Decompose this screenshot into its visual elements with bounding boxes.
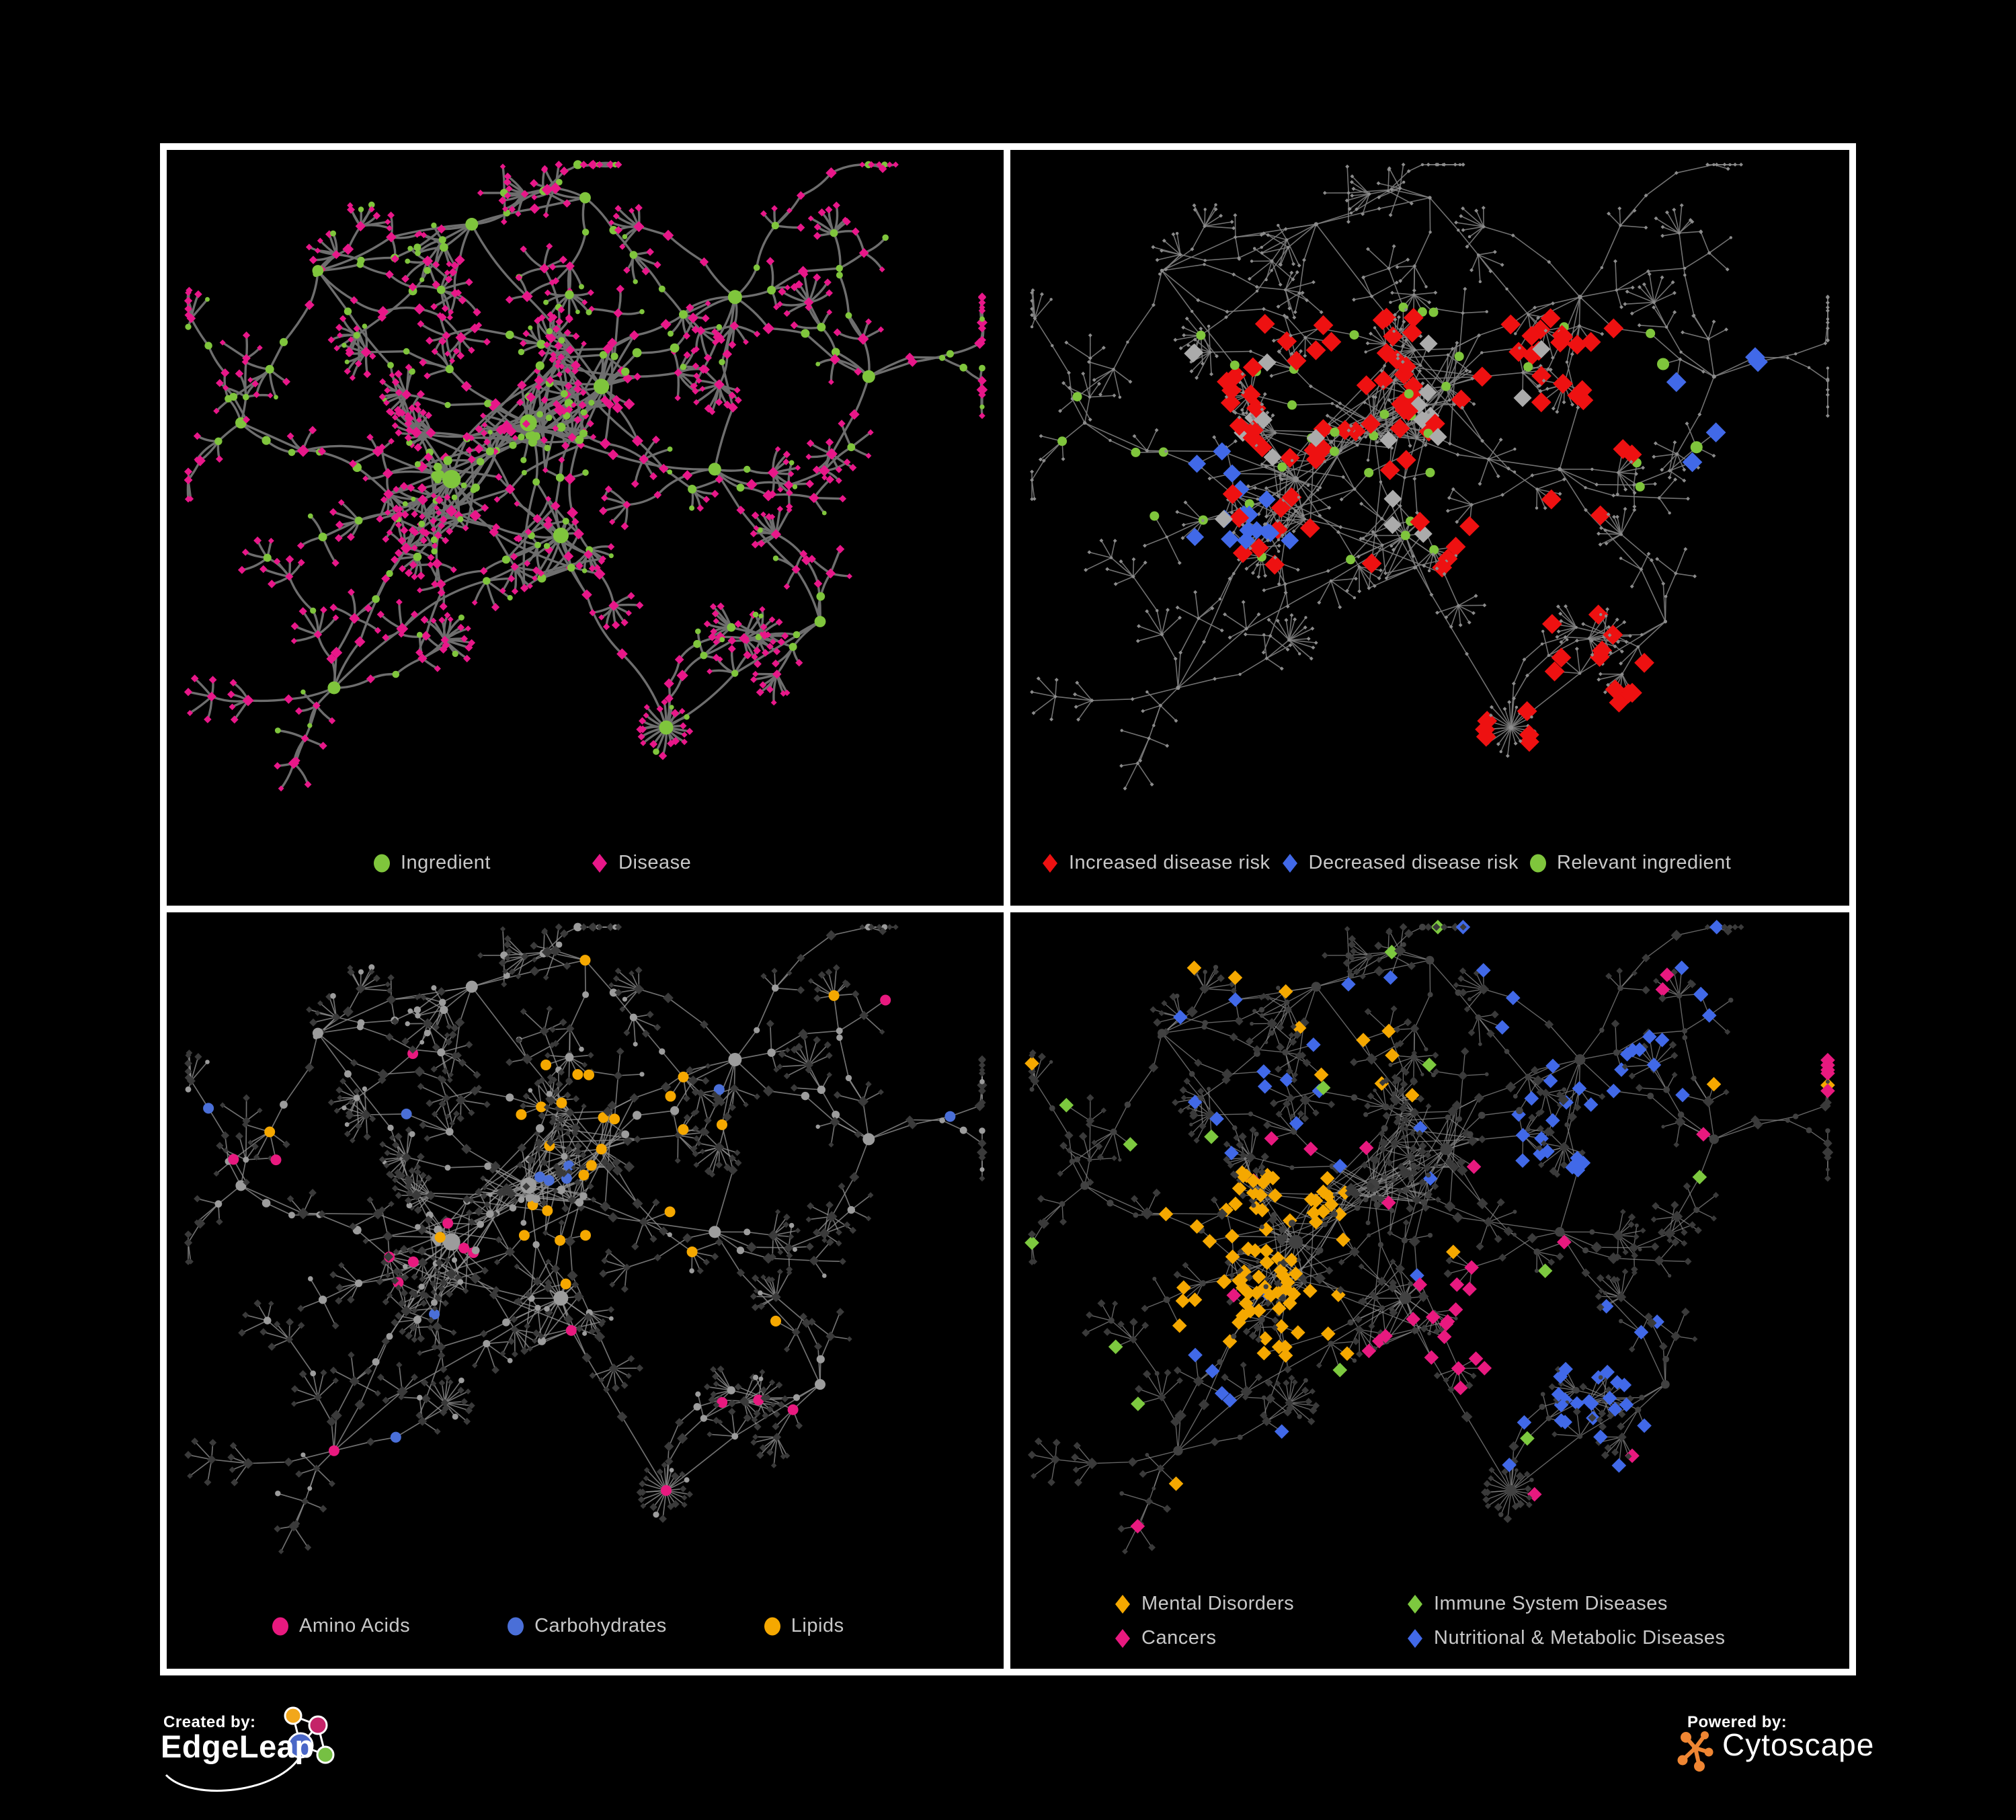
panel-disease-class-network: Mental Disorders Immune System Diseases … xyxy=(1004,906,1856,1675)
created-by-block: Created by: EdgeLeap xyxy=(151,1700,373,1807)
legend-item-label: Nutritional & Metabolic Diseases xyxy=(1434,1627,1726,1649)
legend-item-carbohydrates: Carbohydrates xyxy=(506,1615,667,1637)
created-by-label: Created by: xyxy=(163,1713,256,1731)
legend-item-lipids: Lipids xyxy=(762,1615,844,1637)
legend-item-label: Increased disease risk xyxy=(1069,852,1271,873)
legend-item-label: Relevant ingredient xyxy=(1556,852,1732,873)
network-graph-nutrient-class xyxy=(184,922,987,1554)
legend-disease-class: Mental Disorders Immune System Diseases … xyxy=(1113,1593,1725,1649)
legend-item-immune-system-diseases: Immune System Diseases xyxy=(1405,1593,1725,1615)
network-graph-ingredient-disease xyxy=(184,159,988,792)
legend-item-amino-acids: Amino Acids xyxy=(270,1615,410,1637)
panel-ingredient-disease-network: Ingredient Disease xyxy=(160,143,1010,912)
powered-by-label: Powered by: xyxy=(1687,1713,1787,1731)
panel-disease-risk-network: Increased disease risk Decreased disease… xyxy=(1004,143,1856,912)
panel-nutrient-class-network: Amino Acids Carbohydrates Lipids xyxy=(160,906,1010,1675)
immune-diseases-diamond-icon xyxy=(1408,1594,1422,1614)
legend-item-label: Lipids xyxy=(791,1615,844,1636)
carbohydrates-circle-icon xyxy=(508,1617,524,1635)
legend-item-disease: Disease xyxy=(590,852,691,874)
legend-item-label: Ingredient xyxy=(401,852,491,873)
legend-item-increased-risk: Increased disease risk xyxy=(1040,852,1271,874)
ingredient-circle-icon xyxy=(374,854,390,872)
legend-item-label: Disease xyxy=(618,852,692,873)
legend-item-nutritional-metabolic-diseases: Nutritional & Metabolic Diseases xyxy=(1405,1627,1725,1649)
legend-item-label: Carbohydrates xyxy=(534,1615,667,1636)
increased-risk-diamond-icon xyxy=(1043,853,1057,873)
relevant-ingredient-circle-icon xyxy=(1529,854,1546,872)
legend-item-label: Mental Disorders xyxy=(1141,1593,1295,1614)
edgeleap-logo-icon xyxy=(165,1706,335,1792)
legend-item-label: Amino Acids xyxy=(299,1615,411,1636)
legend-item-label: Cancers xyxy=(1141,1627,1217,1649)
legend-item-mental-disorders: Mental Disorders xyxy=(1113,1593,1405,1615)
powered-by-block: Powered by: Cytoscape xyxy=(1674,1700,1902,1787)
legend-item-label: Immune System Diseases xyxy=(1434,1593,1668,1614)
network-graph-disease-class xyxy=(1024,920,1835,1555)
nutritional-metabolic-diamond-icon xyxy=(1408,1628,1422,1648)
network-graph-disease-risk xyxy=(1030,162,1830,791)
lipids-circle-icon xyxy=(764,1617,780,1635)
amino-acids-circle-icon xyxy=(272,1617,288,1635)
legend-item-cancers: Cancers xyxy=(1113,1627,1405,1649)
disease-diamond-icon xyxy=(592,853,607,873)
decreased-risk-diamond-icon xyxy=(1282,853,1297,873)
legend-item-label: Decreased disease risk xyxy=(1308,852,1519,873)
legend-item-decreased-risk: Decreased disease risk xyxy=(1280,852,1519,874)
legend-item-relevant-ingredient: Relevant ingredient xyxy=(1528,852,1731,874)
cancers-diamond-icon xyxy=(1115,1628,1130,1648)
cytoscape-logo-icon xyxy=(1677,1731,1713,1772)
legend-ingredient-disease: Ingredient Disease xyxy=(372,852,691,874)
cytoscape-brand: Cytoscape xyxy=(1722,1727,1875,1762)
legend-item-ingredient: Ingredient xyxy=(372,852,491,874)
mental-disorders-diamond-icon xyxy=(1115,1594,1130,1614)
legend-nutrient-class: Amino Acids Carbohydrates Lipids xyxy=(270,1615,844,1637)
edgeleap-brand: EdgeLeap xyxy=(161,1729,315,1764)
legend-disease-risk: Increased disease risk Decreased disease… xyxy=(1040,852,1731,874)
